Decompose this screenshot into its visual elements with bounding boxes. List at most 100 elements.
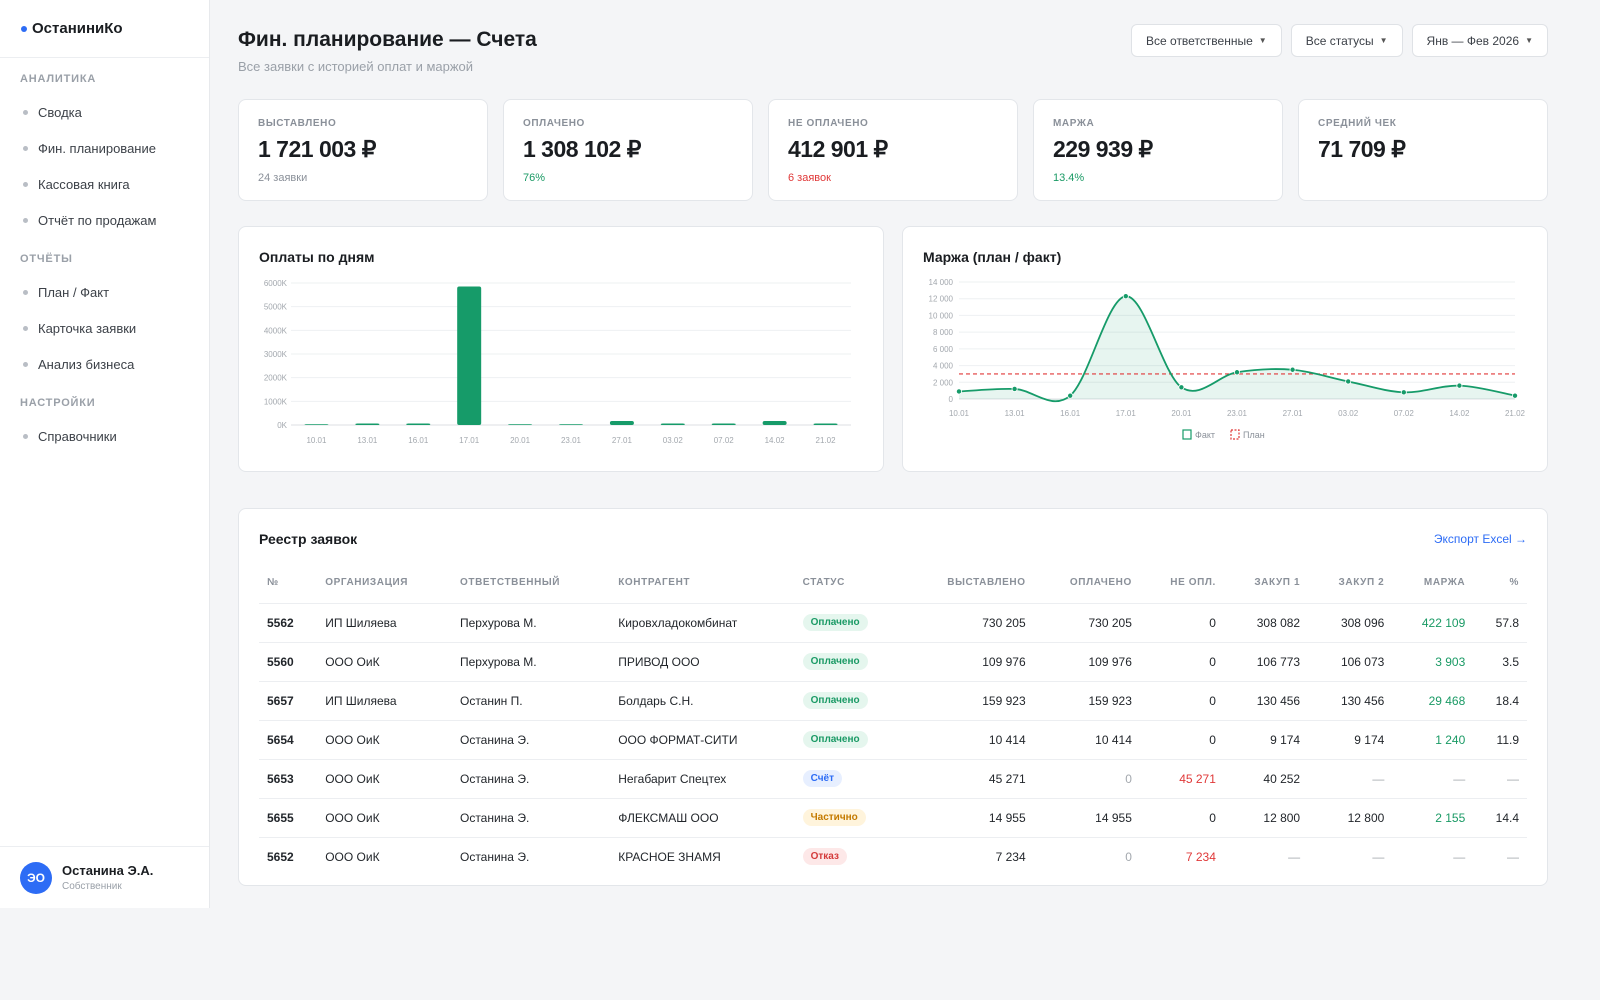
sidebar-item[interactable]: План / Факт: [0, 274, 209, 310]
bar[interactable]: [762, 420, 787, 425]
bar[interactable]: [559, 424, 583, 425]
y-tick-label: 4000K: [264, 326, 288, 335]
user-name: Останина Э.А.: [62, 863, 154, 878]
column-header[interactable]: %: [1473, 563, 1527, 604]
table-cell: ИП Шиляева: [317, 681, 452, 721]
table-cell: 45 271: [1139, 759, 1224, 799]
bar[interactable]: [457, 286, 482, 425]
sidebar-item-label: Фин. планирование: [38, 140, 156, 156]
fact-point[interactable]: [1233, 369, 1240, 376]
margin-line-chart: 0 2 000 4 000 6 000 8 000 10 000 12 000 14 000 1…: [929, 278, 1526, 440]
chevron-down-icon: ▼: [1379, 36, 1388, 45]
filter-bar: Все ответственные ▼ Все статусы ▼ Янв — Фе…: [1131, 24, 1548, 57]
table-row[interactable]: 5562 ИП Шиляева Перхурова М. Кировхладокомб…: [259, 603, 1527, 643]
sidebar-item[interactable]: Карточка заявки: [0, 310, 209, 346]
column-header[interactable]: Не опл.: [1139, 563, 1224, 604]
column-header[interactable]: Маржа: [1392, 563, 1474, 604]
sidebar-item-label: Кассовая книга: [38, 176, 130, 192]
fact-point[interactable]: [1345, 378, 1352, 385]
export-excel-link[interactable]: Экспорт Excel →: [1433, 532, 1527, 546]
bar[interactable]: [304, 424, 329, 425]
bar[interactable]: [711, 423, 736, 426]
nav-section-title: Отчёты: [20, 253, 73, 265]
column-header[interactable]: Организация: [317, 563, 452, 604]
kpi-label: Не оплачено: [788, 118, 869, 129]
fact-point[interactable]: [1456, 382, 1463, 389]
kpi-value: 229 939 ₽: [1053, 136, 1153, 162]
status-badge: Оплачено: [802, 731, 868, 748]
table-cell: ООО ОиК: [317, 798, 452, 838]
kpi-label: Средний чек: [1318, 118, 1397, 129]
sidebar-item[interactable]: Анализ бизнеса: [0, 346, 209, 382]
sidebar-item[interactable]: Сводка: [0, 94, 209, 130]
bullet-icon: [23, 109, 28, 115]
column-header[interactable]: Закуп 1: [1223, 563, 1309, 604]
bar[interactable]: [813, 423, 838, 426]
table-row[interactable]: 5657 ИП Шиляева Останин П. Болдарь С.Н. Опла…: [259, 681, 1527, 721]
kpi-label: Выставлено: [258, 118, 337, 129]
y-tick-label: 0: [949, 395, 954, 404]
fact-point[interactable]: [1067, 392, 1074, 399]
table-cell: 40 252: [1223, 759, 1309, 799]
fact-point[interactable]: [1512, 392, 1519, 399]
margin-chart-card: Маржа (план / факт) 0 2 000 4 000 6 000 8 00…: [902, 226, 1548, 472]
bar[interactable]: [660, 423, 685, 426]
table-row[interactable]: 5653 ООО ОиК Останина Э. Негабарит Спецтех С…: [259, 759, 1527, 799]
column-header[interactable]: №: [259, 563, 318, 604]
table-row[interactable]: 5654 ООО ОиК Останина Э. ООО ФОРМАТ-СИТИ Опл…: [259, 720, 1527, 760]
filter-responsible-dropdown[interactable]: Все ответственные ▼: [1131, 24, 1282, 57]
bar[interactable]: [508, 424, 533, 425]
table-cell: КРАСНОЕ ЗНАМЯ: [618, 849, 721, 864]
kpi-card: Оплачено 1 308 102 ₽ 76%: [503, 99, 753, 201]
x-tick-label: 27.01: [612, 436, 633, 445]
column-header[interactable]: Выставлено: [905, 563, 1034, 604]
page-subtitle: Все заявки с историей оплат и маржой: [238, 59, 474, 74]
filter-label: Все статусы: [1305, 33, 1374, 48]
column-header[interactable]: Ответственный: [451, 563, 611, 604]
fact-point[interactable]: [956, 388, 963, 395]
table-cell: 3 903: [1392, 642, 1474, 682]
bar[interactable]: [609, 420, 634, 425]
sidebar-item-label: План / Факт: [38, 284, 110, 300]
user-role: Собственник: [62, 881, 122, 892]
table-cell: 10 414: [905, 720, 1034, 760]
x-tick-label: 16.01: [1060, 409, 1081, 418]
fact-point[interactable]: [1400, 389, 1407, 396]
column-header[interactable]: Статус: [794, 563, 906, 604]
fact-point[interactable]: [1178, 384, 1185, 391]
kpi-label: Оплачено: [523, 118, 585, 129]
table-row[interactable]: 5652 ООО ОиК Останина Э. КРАСНОЕ ЗНАМЯ Отказ…: [259, 837, 1527, 876]
table-row[interactable]: 5655 ООО ОиК Останина Э. ФЛЕКСМАШ ООО Частич…: [259, 798, 1527, 838]
fact-point[interactable]: [1289, 366, 1296, 373]
bar[interactable]: [406, 423, 431, 426]
table-cell: 159 923: [905, 681, 1034, 721]
table-cell: Кировхладокомбинат: [610, 603, 795, 643]
sidebar-item[interactable]: Кассовая книга: [0, 166, 209, 202]
y-tick-label: 4 000: [933, 362, 954, 371]
fact-point[interactable]: [1122, 293, 1129, 300]
sidebar-item[interactable]: Справочники: [0, 418, 209, 454]
filter-period-dropdown[interactable]: Янв — Фев 2026 ▼: [1411, 24, 1548, 57]
table-cell: —: [1392, 759, 1474, 799]
brand-logo[interactable]: ОстаниниКо: [0, 0, 209, 58]
sidebar: ОстаниниКо Аналитика Сводка Фин. планирова…: [0, 0, 210, 908]
table-row[interactable]: 5560 ООО ОиК Перхурова М. ПРИВОД ООО Оплачен…: [259, 642, 1527, 682]
column-header[interactable]: Контрагент: [610, 563, 795, 604]
table-cell: Оплачено: [794, 720, 906, 760]
table-cell: Останина Э.: [459, 849, 530, 864]
sidebar-item[interactable]: Отчёт по продажам: [0, 202, 209, 238]
x-tick-label: 21.02: [1505, 409, 1526, 418]
column-header[interactable]: Закуп 2: [1308, 563, 1393, 604]
user-profile[interactable]: ЭО Останина Э.А. Собственник: [0, 846, 209, 908]
table-cell: 106 073: [1308, 642, 1393, 682]
fact-point[interactable]: [1011, 385, 1018, 392]
column-header[interactable]: Оплачено: [1033, 563, 1140, 604]
sidebar-item-label: Справочники: [38, 428, 117, 444]
bar[interactable]: [355, 423, 380, 426]
fact-area: [959, 296, 1515, 402]
table-cell: 5562: [259, 603, 318, 643]
filter-status-dropdown[interactable]: Все статусы ▼: [1290, 24, 1403, 57]
x-tick-label: 16.01: [408, 436, 429, 445]
sidebar-item[interactable]: Фин. планирование: [0, 130, 209, 166]
table-cell: —: [1507, 849, 1519, 864]
